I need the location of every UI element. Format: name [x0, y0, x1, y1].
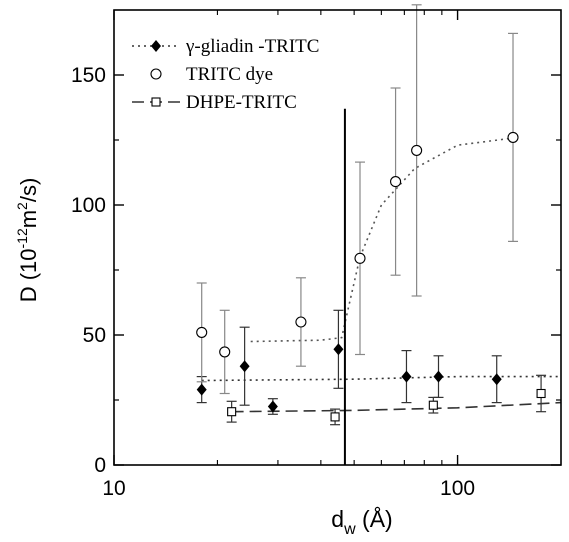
data-point	[239, 360, 250, 373]
data-point	[354, 252, 366, 264]
data-markers	[196, 131, 546, 422]
legend: γ-gliadin -TRITC TRITC dye DHPE-TRITC	[132, 36, 319, 113]
y-axis-label: D (10-12m2/s)	[14, 178, 41, 303]
fit-curve	[250, 136, 519, 343]
legend-marker	[150, 68, 162, 80]
data-point	[196, 383, 207, 396]
fit-curve	[201, 375, 561, 382]
legend-label: γ-gliadin -TRITC	[185, 36, 319, 57]
y-tick-label: 50	[83, 324, 106, 347]
data-point	[390, 176, 402, 188]
data-point	[401, 370, 412, 383]
plot-frame	[113, 9, 562, 466]
fit-curves	[201, 136, 562, 413]
legend-marker	[151, 97, 161, 107]
data-point	[267, 400, 278, 413]
data-point	[507, 131, 519, 143]
data-point	[333, 343, 344, 356]
y-tick-label: 150	[71, 64, 106, 87]
data-point	[536, 388, 546, 399]
axis-ticks: 0 50 100 150 10 100	[71, 10, 561, 500]
data-point	[330, 412, 340, 422]
data-point	[428, 400, 438, 410]
legend-label: DHPE-TRITC	[186, 92, 297, 113]
x-tick-label: 10	[102, 477, 125, 500]
legend-marker	[151, 40, 161, 52]
error-bars	[196, 4, 547, 426]
x-tick-label: 100	[440, 477, 475, 500]
x-axis-label: dw (Å)	[331, 505, 392, 538]
y-tick-label: 100	[71, 194, 106, 217]
data-point	[227, 407, 237, 417]
fit-curve	[231, 401, 562, 413]
data-point	[411, 144, 423, 156]
data-point	[219, 346, 231, 358]
y-tick-label: 0	[94, 454, 106, 477]
legend-label: TRITC dye	[186, 64, 273, 85]
data-point	[196, 326, 208, 338]
data-point	[433, 370, 444, 383]
data-point	[295, 316, 307, 328]
data-point	[491, 373, 502, 386]
